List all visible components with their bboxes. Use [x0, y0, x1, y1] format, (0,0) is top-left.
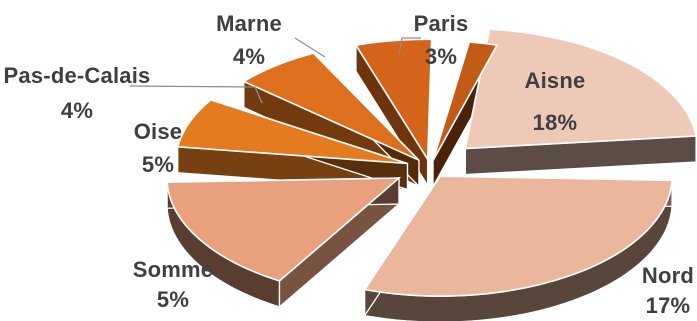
- slice-value-nord: 17%: [646, 293, 691, 318]
- slice-label-nord: Nord: [642, 263, 694, 288]
- slice-label-paris: Paris: [414, 11, 469, 36]
- leader-line-paris: [398, 37, 421, 55]
- leader-line-marne: [294, 37, 326, 58]
- slice-label-somme: Somme: [133, 257, 213, 282]
- pie-slice-nord: [363, 175, 673, 297]
- slice-value-aisne: 18%: [533, 110, 578, 135]
- pie-slice-somme: [166, 177, 402, 282]
- slice-value-oise: 5%: [142, 152, 174, 177]
- slice-tops: [166, 28, 697, 297]
- pie-slice-paris: [432, 41, 499, 161]
- pie-slice-oise: [176, 99, 408, 165]
- pie-slice-pas-de-calais: [242, 52, 420, 161]
- leader-lines: [129, 37, 421, 104]
- pie-slice-aisne: [464, 28, 697, 150]
- slice-label-marne: Marne: [216, 11, 282, 36]
- slice-value-somme: 5%: [157, 287, 189, 312]
- slice-value-pas-de-calais: 4%: [61, 98, 93, 123]
- leader-line-pas-de-calais: [129, 85, 263, 104]
- slice-label-pas-de-calais: Pas-de-Calais: [4, 63, 151, 88]
- slice-label-aisne: Aisne: [525, 68, 586, 93]
- slice-labels: Aisne 18% Nord 17% Somme 5% Oise 5% Pas-de-Calai…: [4, 11, 694, 318]
- slice-value-marne: 4%: [233, 44, 265, 69]
- slice-label-oise: Oise: [134, 119, 183, 144]
- pie-slice-marne: [354, 38, 433, 162]
- slice-value-paris: 3%: [425, 44, 457, 69]
